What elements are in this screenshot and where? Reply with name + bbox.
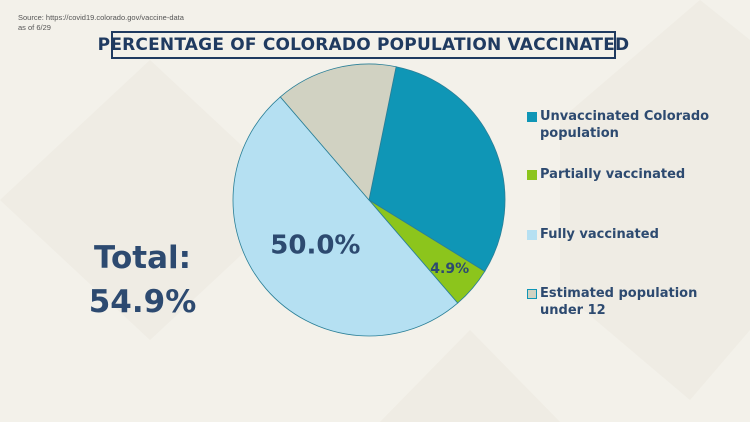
source-note: Source: https://covid19.colorado.gov/vac… <box>18 13 184 33</box>
pie-label-2: 4.9% <box>430 261 469 277</box>
legend-swatch-fully <box>527 230 537 240</box>
legend-swatch-under12 <box>527 289 537 299</box>
date-line: as of 6/29 <box>18 23 51 32</box>
legend-item-under12: Estimated population under 12 <box>527 285 730 319</box>
pie-slice-3 <box>232 96 459 337</box>
legend-swatch-unvaccinated <box>527 112 537 122</box>
pie-label-3: 50.0% <box>270 231 360 261</box>
pie-slice-1 <box>368 66 506 272</box>
legend-item-partial: Partially vaccinated <box>527 166 730 183</box>
legend-item-fully: Fully vaccinated <box>527 226 730 243</box>
legend-swatch-partial <box>527 170 537 180</box>
legend-label-partial: Partially vaccinated <box>540 167 686 182</box>
chart-title: PERCENTAGE OF COLORADO POPULATION VACCIN… <box>98 31 629 59</box>
total-value: 54.9% <box>88 284 197 320</box>
legend-label-under12: Estimated population under 12 <box>540 286 698 318</box>
legend-label-fully: Fully vaccinated <box>540 227 659 242</box>
source-line: Source: https://covid19.colorado.gov/vac… <box>18 13 184 22</box>
legend-item-unvaccinated: Unvaccinated Colorado population <box>527 108 730 142</box>
pie-slice-4 <box>279 63 397 201</box>
legend-label-unvaccinated: Unvaccinated Colorado population <box>540 109 710 141</box>
total-callout: Total: 54.9% <box>80 236 205 324</box>
total-label: Total: <box>93 240 192 276</box>
